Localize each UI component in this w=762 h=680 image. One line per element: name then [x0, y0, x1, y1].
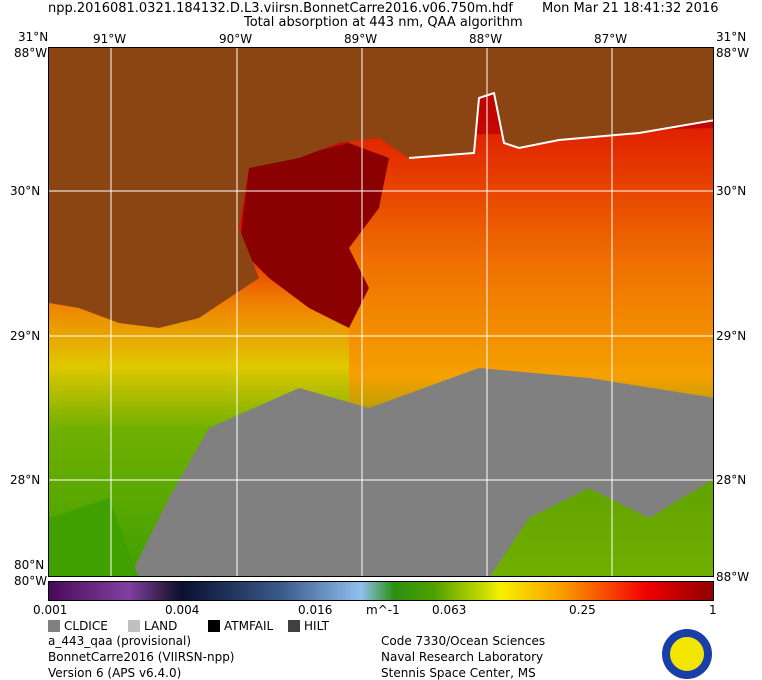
corner-lon-label: 88°W — [14, 46, 48, 60]
corner-lon-label: 88°W — [716, 46, 750, 60]
colorbar-tick: 0.001 — [33, 603, 68, 617]
lon-label: 89°W — [344, 32, 378, 46]
product-name: a_443_qaa (provisional) — [48, 634, 192, 648]
cloud-cover — [130, 368, 713, 576]
cloud-cover — [49, 498, 139, 576]
marsh-delta — [239, 143, 389, 328]
colorbar-unit: m^-1 — [366, 603, 400, 617]
colorbar-tick: 1 — [709, 603, 717, 617]
lat-label: 28°N — [10, 473, 41, 487]
coastline — [408, 91, 713, 159]
org-location: Stennis Space Center, MS — [381, 666, 536, 680]
colorbar-tick: 0.004 — [165, 603, 200, 617]
lat-label: 29°N — [10, 329, 41, 343]
timestamp: Mon Mar 21 18:41:32 2016 — [542, 1, 719, 16]
org-code: Code 7330/Ocean Sciences — [381, 634, 546, 648]
legend-swatch-cldice — [48, 620, 60, 632]
lat-label: 30°N — [716, 184, 747, 198]
corner-lat-label: 31°N — [716, 30, 747, 44]
land — [49, 48, 713, 328]
corner-lat-label: 80°N — [14, 558, 45, 572]
corner-lat-label: 31°N — [18, 30, 49, 44]
nrl-seal-logo — [662, 629, 712, 679]
legend-label: CLDICE — [64, 619, 108, 633]
colorbar — [48, 581, 714, 601]
legend-swatch-hilt — [288, 620, 300, 632]
lat-label: 28°N — [716, 473, 747, 487]
lon-label: 90°W — [219, 32, 253, 46]
legend-label: HILT — [304, 619, 329, 633]
legend-swatch-land — [128, 620, 140, 632]
legend-label: LAND — [144, 619, 178, 633]
map-title: Total absorption at 443 nm, QAA algorith… — [244, 15, 523, 30]
colorbar-tick: 0.25 — [569, 603, 596, 617]
legend-swatch-atmfail — [208, 620, 220, 632]
corner-lon-label: 88°W — [716, 570, 750, 584]
lon-label: 87°W — [594, 32, 628, 46]
dataset-name: BonnetCarre2016 (VIIRSN-npp) — [48, 650, 235, 664]
colorbar-tick: 0.016 — [298, 603, 333, 617]
corner-lon-label: 80°W — [14, 574, 48, 588]
lon-label: 91°W — [93, 32, 127, 46]
org-name: Naval Research Laboratory — [381, 650, 544, 664]
absorption-map[interactable] — [48, 47, 714, 577]
lat-label: 29°N — [716, 329, 747, 343]
graticule — [49, 48, 713, 576]
filename: npp.2016081.0321.184132.D.L3.viirsn.Bonn… — [48, 1, 513, 16]
version: Version 6 (APS v6.4.0) — [48, 666, 182, 680]
lat-label: 30°N — [10, 184, 41, 198]
lon-label: 88°W — [469, 32, 503, 46]
legend-label: ATMFAIL — [224, 619, 274, 633]
colorbar-tick: 0.063 — [432, 603, 467, 617]
